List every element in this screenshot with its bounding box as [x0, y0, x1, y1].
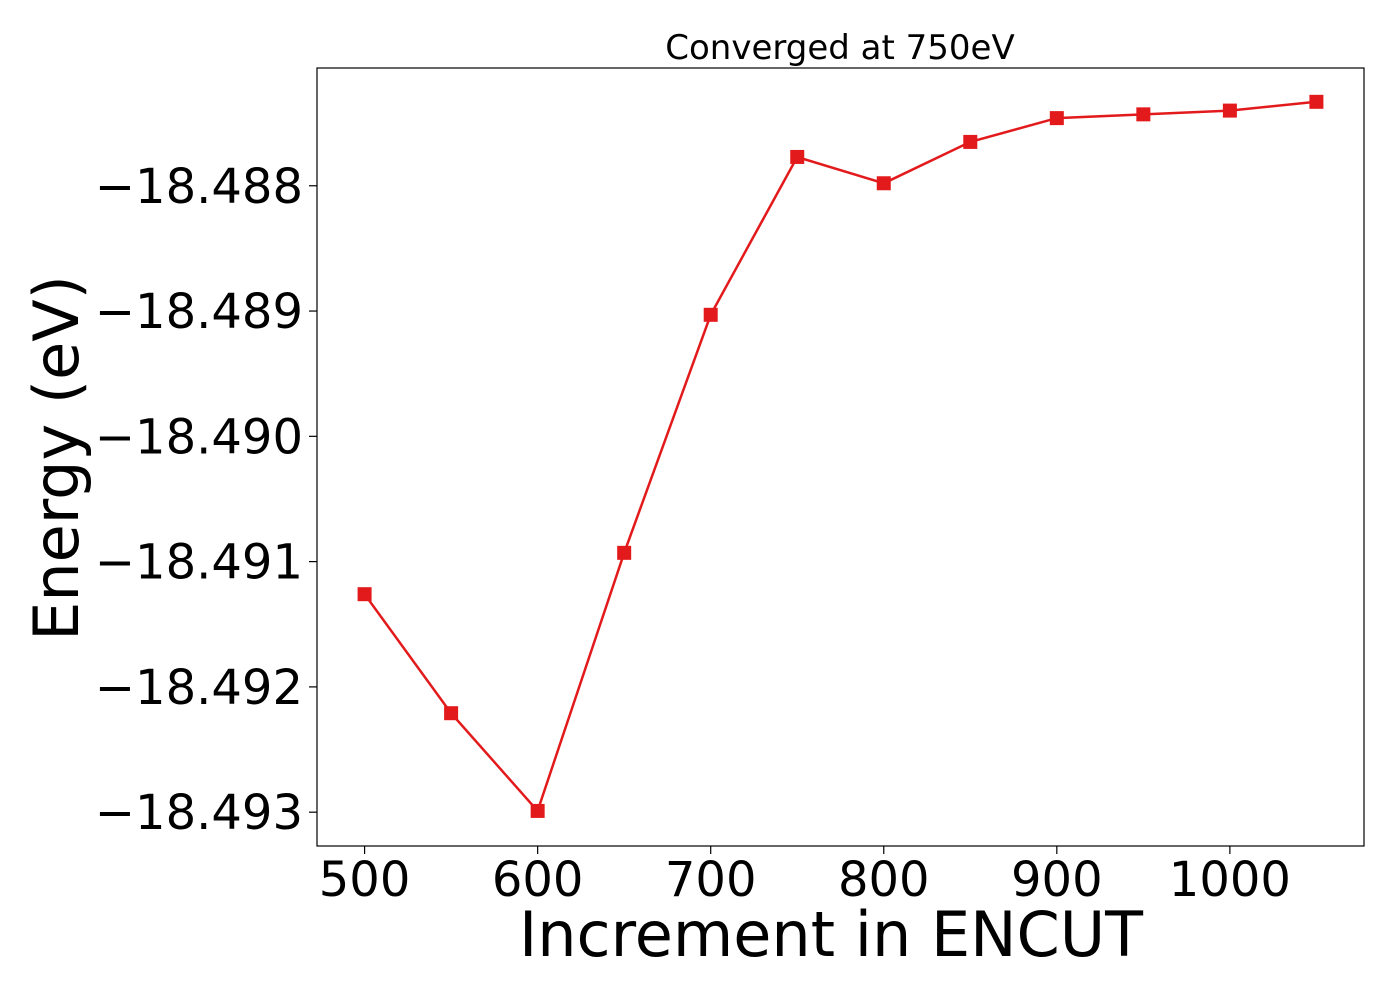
y-axis: −18.488 −18.489 −18.490 −18.491 −18.492 −18.4… — [95, 159, 317, 841]
data-point — [790, 149, 805, 164]
data-point — [1136, 107, 1151, 122]
data-point — [617, 545, 632, 560]
y-tick-label: −18.491 — [95, 535, 303, 591]
data-point — [703, 307, 718, 322]
x-tick-label: 600 — [492, 852, 584, 908]
y-tick-label: −18.493 — [95, 785, 303, 841]
x-axis: 500 600 700 800 900 1000 — [319, 846, 1291, 908]
x-tick-label: 800 — [838, 852, 930, 908]
data-point — [530, 803, 545, 818]
data-point — [444, 706, 459, 721]
series-layer — [357, 94, 1324, 818]
x-tick-label: 900 — [1011, 852, 1103, 908]
data-point — [1222, 103, 1237, 118]
y-tick-label: −18.492 — [95, 660, 303, 716]
data-point — [1049, 111, 1064, 126]
chart-title: Converged at 750eV — [665, 28, 1014, 68]
y-tick-label: −18.490 — [95, 409, 303, 465]
y-tick-label: −18.488 — [95, 159, 303, 215]
data-point — [357, 587, 372, 602]
plot-frame — [316, 67, 1365, 847]
series-line — [363, 100, 1317, 814]
y-tick-label: −18.489 — [95, 284, 303, 340]
x-axis-label: Increment in ENCUT — [519, 898, 1144, 971]
x-tick-label: 700 — [665, 852, 757, 908]
x-tick-label: 500 — [319, 852, 411, 908]
y-axis-label: Energy (eV) — [20, 275, 93, 641]
data-point — [876, 176, 891, 191]
x-tick-label: 1000 — [1169, 852, 1291, 908]
data-point — [1309, 94, 1324, 109]
data-point — [963, 134, 978, 149]
